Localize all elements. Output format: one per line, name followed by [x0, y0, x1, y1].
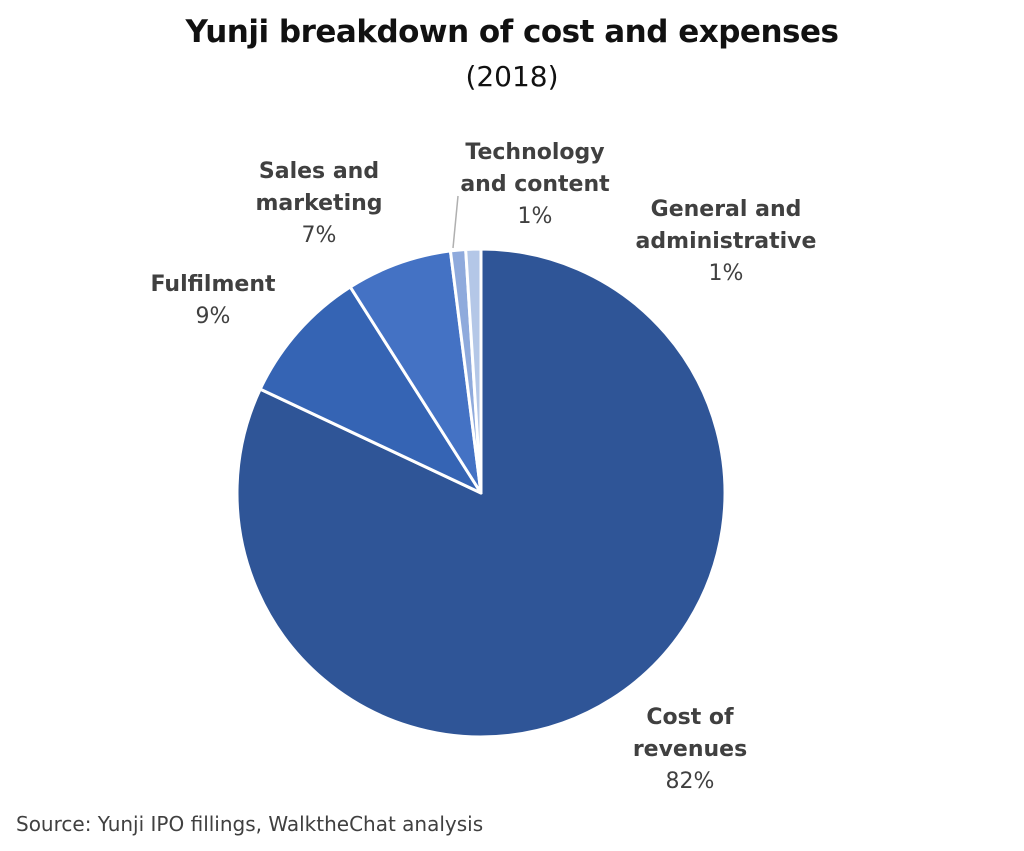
chart-title: Yunji breakdown of cost and expenses	[185, 14, 839, 50]
label-value: 9%	[195, 304, 231, 329]
label-name-line1: Cost of	[646, 705, 734, 730]
label-name-line2: and content	[460, 172, 610, 197]
label-name-line2: revenues	[632, 737, 748, 762]
label-name-line2: administrative	[635, 229, 817, 254]
label-value: 1%	[708, 261, 744, 286]
label-name-line1: Sales and	[258, 159, 380, 184]
label-name-line1: Technology	[465, 140, 605, 165]
label-value: 7%	[301, 223, 337, 248]
label-cost-of-revenues: Cost of revenues 82%	[580, 702, 800, 798]
pie-slice-general-and-administrative	[464, 247, 483, 495]
pie-slice-sales-and-marketing	[348, 249, 483, 495]
label-name-line2: marketing	[255, 191, 383, 216]
label-fulfilment: Fulfilment 9%	[113, 269, 313, 333]
label-general-and-administrative: General and administrative 1%	[616, 194, 836, 290]
label-technology-and-content: Technology and content 1%	[435, 137, 635, 233]
leader-line-technology-and-content	[452, 195, 459, 249]
source-note: Source: Yunji IPO fillings, WalktheChat …	[16, 812, 484, 836]
chart-subtitle: (2018)	[465, 60, 559, 93]
label-value: 82%	[665, 769, 715, 794]
label-name-line1: Fulfilment	[150, 272, 276, 297]
label-name-line1: General and	[650, 197, 802, 222]
label-value: 1%	[517, 204, 553, 229]
label-sales-and-marketing: Sales and marketing 7%	[219, 156, 419, 252]
pie-slice-fulfilment	[258, 285, 483, 495]
